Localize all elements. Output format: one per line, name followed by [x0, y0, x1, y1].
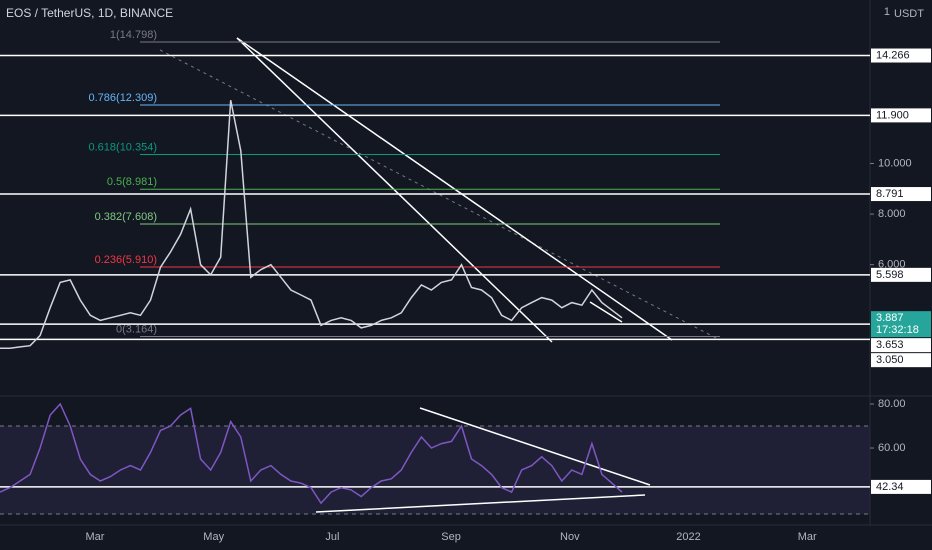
trendline	[589, 301, 623, 323]
price-label: 14.266	[876, 49, 910, 61]
chart-title: EOS / TetherUS, 1D, BINANCE	[6, 6, 173, 20]
y-tick-label: 10.000	[878, 157, 912, 169]
y-tick-label: 8.000	[878, 208, 906, 220]
price-label: 5.598	[876, 269, 904, 281]
series-line	[0, 100, 623, 349]
y-tick-label: 80.00	[878, 398, 906, 410]
trendline	[419, 407, 651, 486]
trendline	[159, 49, 721, 341]
price-label: 3.050	[876, 354, 904, 366]
rsi-band	[0, 426, 870, 514]
x-tick-label: Sep	[441, 531, 461, 543]
price-label-box	[871, 311, 931, 338]
fib-label: 0.786(12.309)	[89, 92, 158, 104]
fib-label: 0.382(7.608)	[95, 211, 157, 223]
fib-label: 0.618(10.354)	[89, 141, 158, 153]
price-label: 11.900	[876, 109, 909, 121]
trendline	[315, 494, 646, 513]
unit-label: USDT	[894, 8, 924, 20]
price-label-box	[871, 353, 931, 368]
price-label-box	[871, 479, 931, 494]
fib-label: 0.236(5.910)	[95, 254, 157, 266]
price-label-box	[871, 187, 931, 202]
y-tick-label: 60.00	[878, 442, 906, 454]
scale-label: 1	[884, 6, 890, 18]
price-label: 8.791	[876, 188, 904, 200]
price-label-box	[871, 338, 931, 353]
price-label-box	[871, 108, 931, 123]
x-tick-label: Jul	[325, 531, 339, 543]
fib-label: 1(14.798)	[110, 29, 157, 41]
price-label: 3.887	[876, 312, 904, 324]
x-tick-label: Mar	[798, 531, 817, 543]
x-tick-label: Nov	[560, 531, 580, 543]
x-tick-label: 2022	[676, 531, 700, 543]
x-tick-label: May	[203, 531, 224, 543]
price-label: 42.34	[876, 481, 904, 493]
price-label: 3.653	[876, 339, 904, 351]
price-label-box	[871, 48, 931, 63]
series-line	[0, 402, 623, 505]
trendline	[236, 37, 553, 343]
countdown-label: 17:32:18	[876, 324, 919, 336]
fib-label: 0(3.164)	[116, 323, 157, 335]
y-tick-label: 6.000	[878, 259, 906, 271]
x-tick-label: Mar	[86, 531, 105, 543]
price-label-box	[871, 267, 931, 282]
fib-label: 0.5(8.981)	[107, 176, 157, 188]
